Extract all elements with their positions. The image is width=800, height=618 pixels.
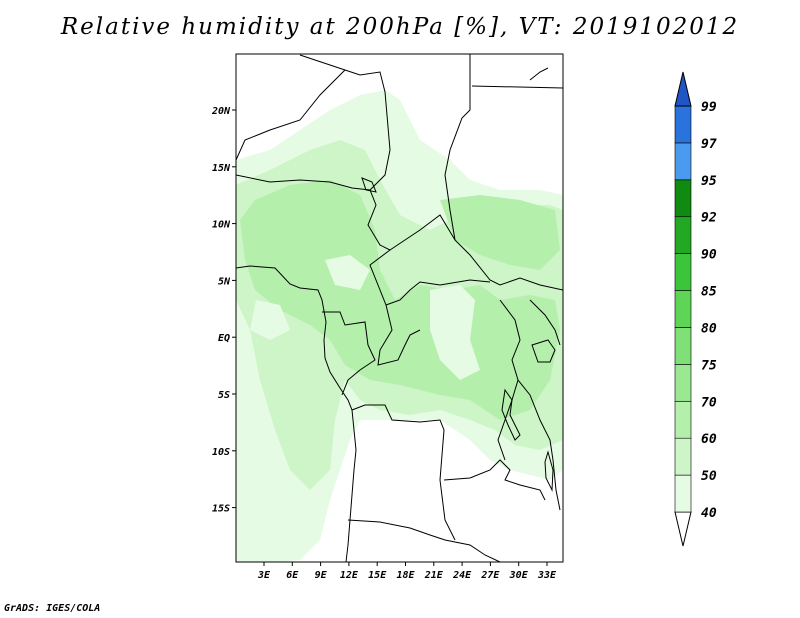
colorbar-segment: [674, 474, 692, 513]
lake-malawi: [544, 450, 554, 492]
country-border: [385, 279, 491, 306]
lon-label: 12E: [340, 570, 359, 581]
political-boundaries: [236, 54, 563, 562]
lon-label: 27E: [480, 570, 500, 581]
humidity-shading: [236, 90, 563, 562]
colorbar-segment: [674, 290, 692, 328]
lon-label: 6E: [286, 570, 299, 581]
colorbar-label: 60: [701, 432, 717, 447]
lake-victoria: [531, 339, 556, 363]
country-border: [236, 69, 391, 191]
country-border: [471, 85, 563, 89]
coastline: [236, 265, 357, 562]
lat-label: 15N: [212, 163, 231, 174]
colorbar-label: 70: [701, 395, 717, 410]
longitude-axis: 3E 6E 9E 12E 15E 18E 21E 24E 27E 30E 33E: [257, 562, 557, 581]
colorbar-label: 92: [701, 211, 717, 226]
country-border: [377, 304, 421, 366]
lon-label: 33E: [537, 570, 557, 581]
colorbar-segment: [674, 437, 692, 476]
country-border: [347, 519, 501, 562]
lon-label: 30E: [509, 570, 529, 581]
red-sea-coast: [529, 67, 549, 81]
colorbar-label: 80: [701, 321, 717, 336]
colorbar-label: 97: [701, 137, 717, 152]
colorbar-label: 85: [701, 285, 717, 300]
colorbar-label: 99: [701, 100, 717, 115]
colorbar-segment: [674, 142, 692, 181]
map-frame: [235, 53, 564, 563]
colorbar-segment: [674, 400, 692, 439]
colorbar-segment: [674, 327, 692, 365]
grads-credit: GrADS: IGES/COLA: [4, 603, 101, 614]
rh-60-region: [440, 195, 560, 270]
colorbar-segment: [674, 364, 692, 402]
country-border: [517, 379, 561, 511]
rh-40-dry-patch: [430, 285, 480, 380]
colorbar-label: 50: [701, 469, 717, 484]
lake-chad: [361, 177, 377, 193]
lat-label: 5S: [218, 390, 230, 401]
colorbar-label: 40: [701, 506, 717, 521]
lake-tanganyika: [501, 388, 521, 441]
colorbar: 40 50 60 70 75 80 85 90 92 95 97 99: [674, 71, 717, 547]
colorbar-label: 75: [701, 358, 717, 373]
colorbar-segment: [674, 216, 692, 254]
lon-label: 9E: [315, 570, 328, 581]
colorbar-label: 90: [701, 248, 717, 263]
rh-40-dry-patch: [250, 300, 290, 340]
lat-label: EQ: [218, 333, 230, 344]
lon-label: 21E: [424, 570, 444, 581]
country-border: [443, 459, 546, 501]
country-border: [299, 54, 346, 71]
lat-label: 5N: [218, 276, 231, 287]
lat-label: 10S: [212, 447, 230, 458]
colorbar-over-triangle: [674, 71, 692, 107]
lon-label: 3E: [257, 570, 271, 581]
colorbar-under-triangle: [674, 511, 692, 547]
rh-40-dry-patch: [325, 255, 370, 290]
colorbar-segment: [674, 253, 692, 291]
colorbar-segment: [674, 179, 692, 218]
map-title: Relative humidity at 200hPa [%], VT: 201…: [60, 14, 740, 40]
country-border: [529, 299, 561, 346]
country-border: [322, 311, 376, 396]
country-border: [389, 214, 456, 251]
country-border: [351, 404, 456, 541]
colorbar-segment: [674, 105, 692, 144]
lat-label: 20N: [211, 106, 231, 117]
lon-label: 24E: [452, 570, 472, 581]
lon-label: 18E: [396, 570, 415, 581]
lat-label: 15S: [212, 504, 230, 515]
lat-label: 10N: [212, 220, 231, 231]
country-border: [236, 174, 391, 306]
colorbar-label: 95: [701, 174, 717, 189]
lon-label: 15E: [368, 570, 387, 581]
latitude-axis: 20N 15N 10N 5N EQ 5S 10S 15S: [211, 106, 236, 515]
